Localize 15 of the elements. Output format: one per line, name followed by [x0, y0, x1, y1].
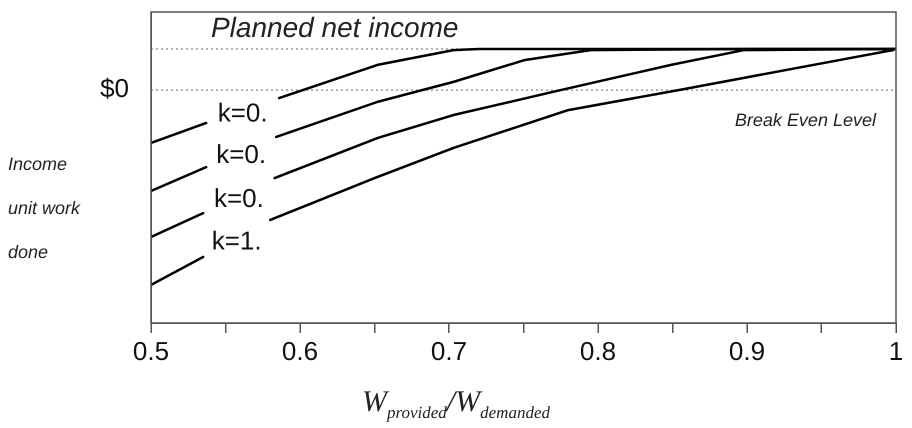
x-tick-label: 0.9: [728, 336, 766, 366]
text: Income unit work done: [8, 154, 80, 262]
ref-line-label: Break Even Level: [734, 110, 877, 130]
x-tick-label: 0.6: [282, 336, 318, 366]
series-label: k=0.: [216, 139, 266, 170]
x-axis-title: W$_{provided}$/W$_{demanded}$: [360, 385, 551, 423]
series-label: k=0.: [214, 182, 264, 213]
x-tick-label: 0.8: [580, 336, 616, 366]
text: $0: [100, 73, 129, 104]
x-tick-label: 0.7: [430, 336, 468, 366]
series-label: k=0.: [218, 98, 268, 128]
x-tick-label: 1: [888, 336, 904, 366]
ref-line-label: Planned net income: [211, 12, 459, 43]
series-label: k=1.: [212, 226, 262, 256]
x-tick-label: 0.5: [132, 336, 170, 366]
